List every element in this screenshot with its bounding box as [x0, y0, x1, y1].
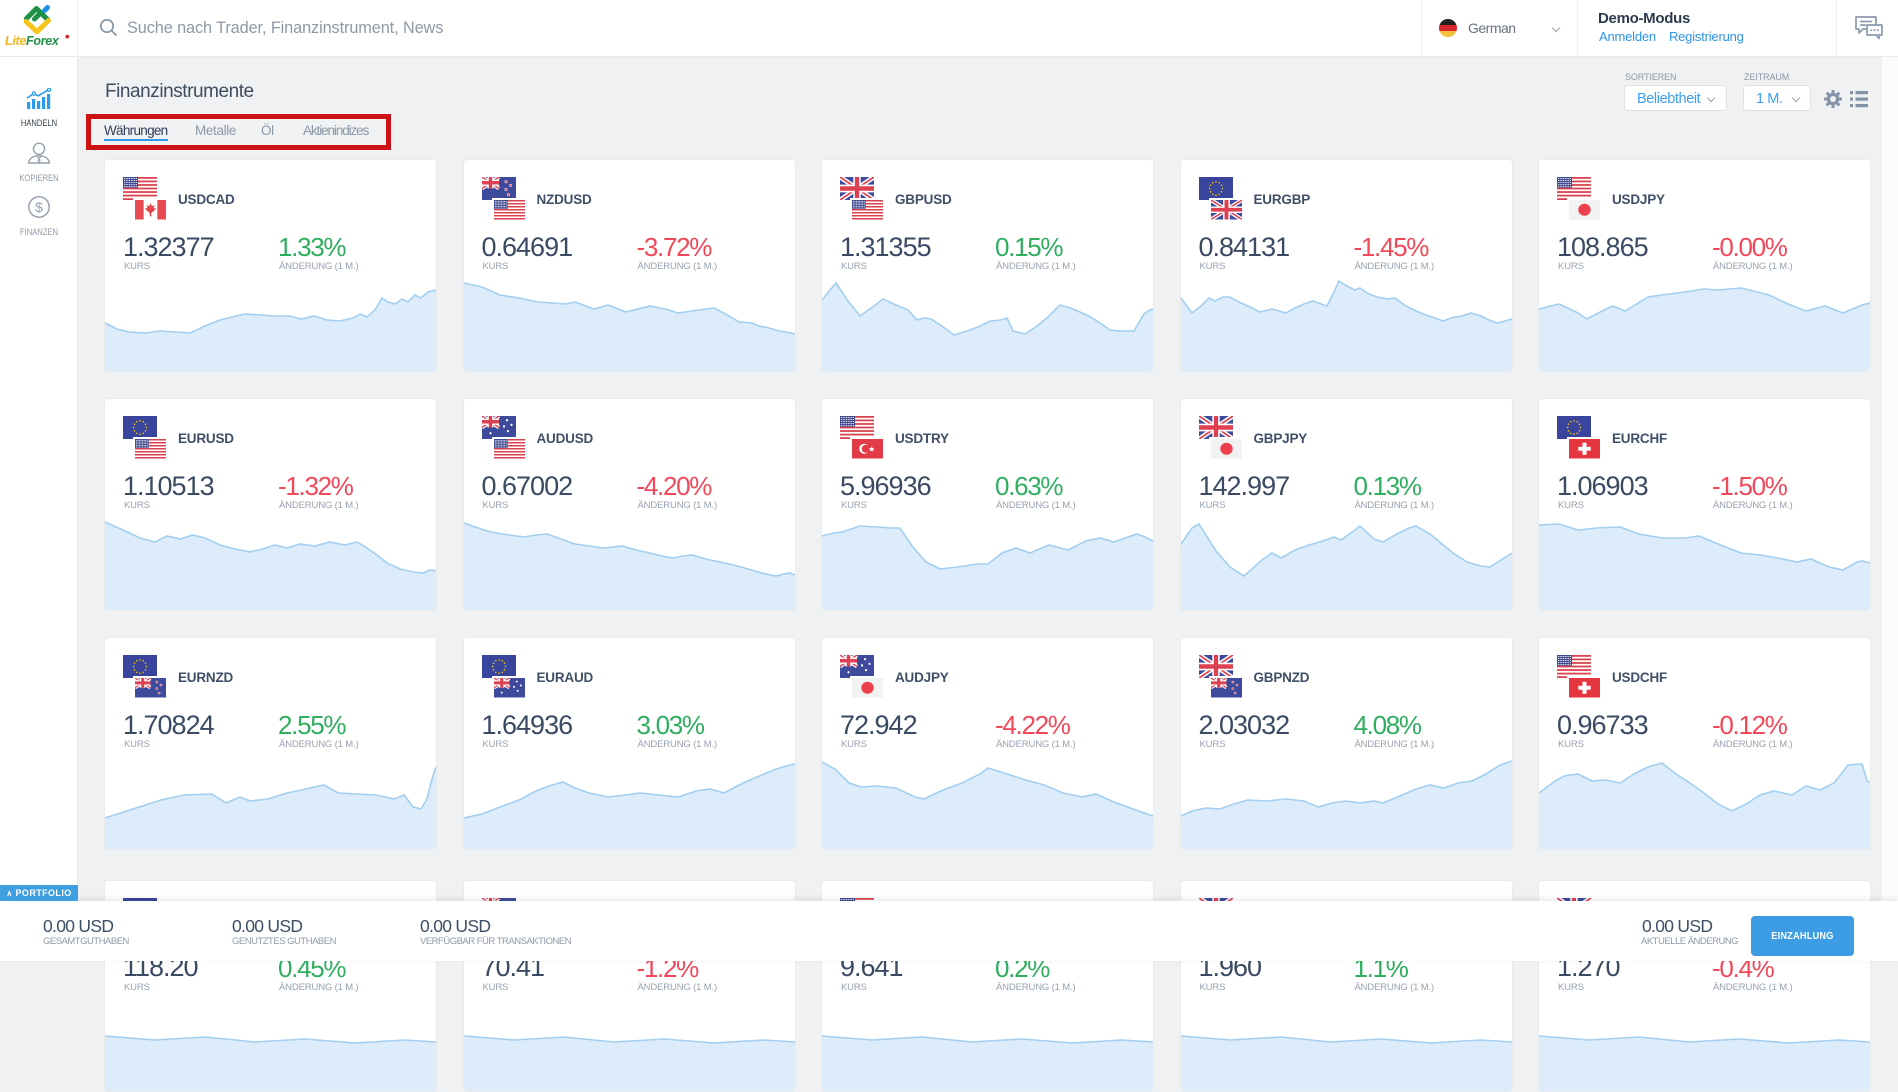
svg-text:$: $ [35, 199, 43, 215]
svg-text:LiteForex: LiteForex [5, 34, 60, 48]
